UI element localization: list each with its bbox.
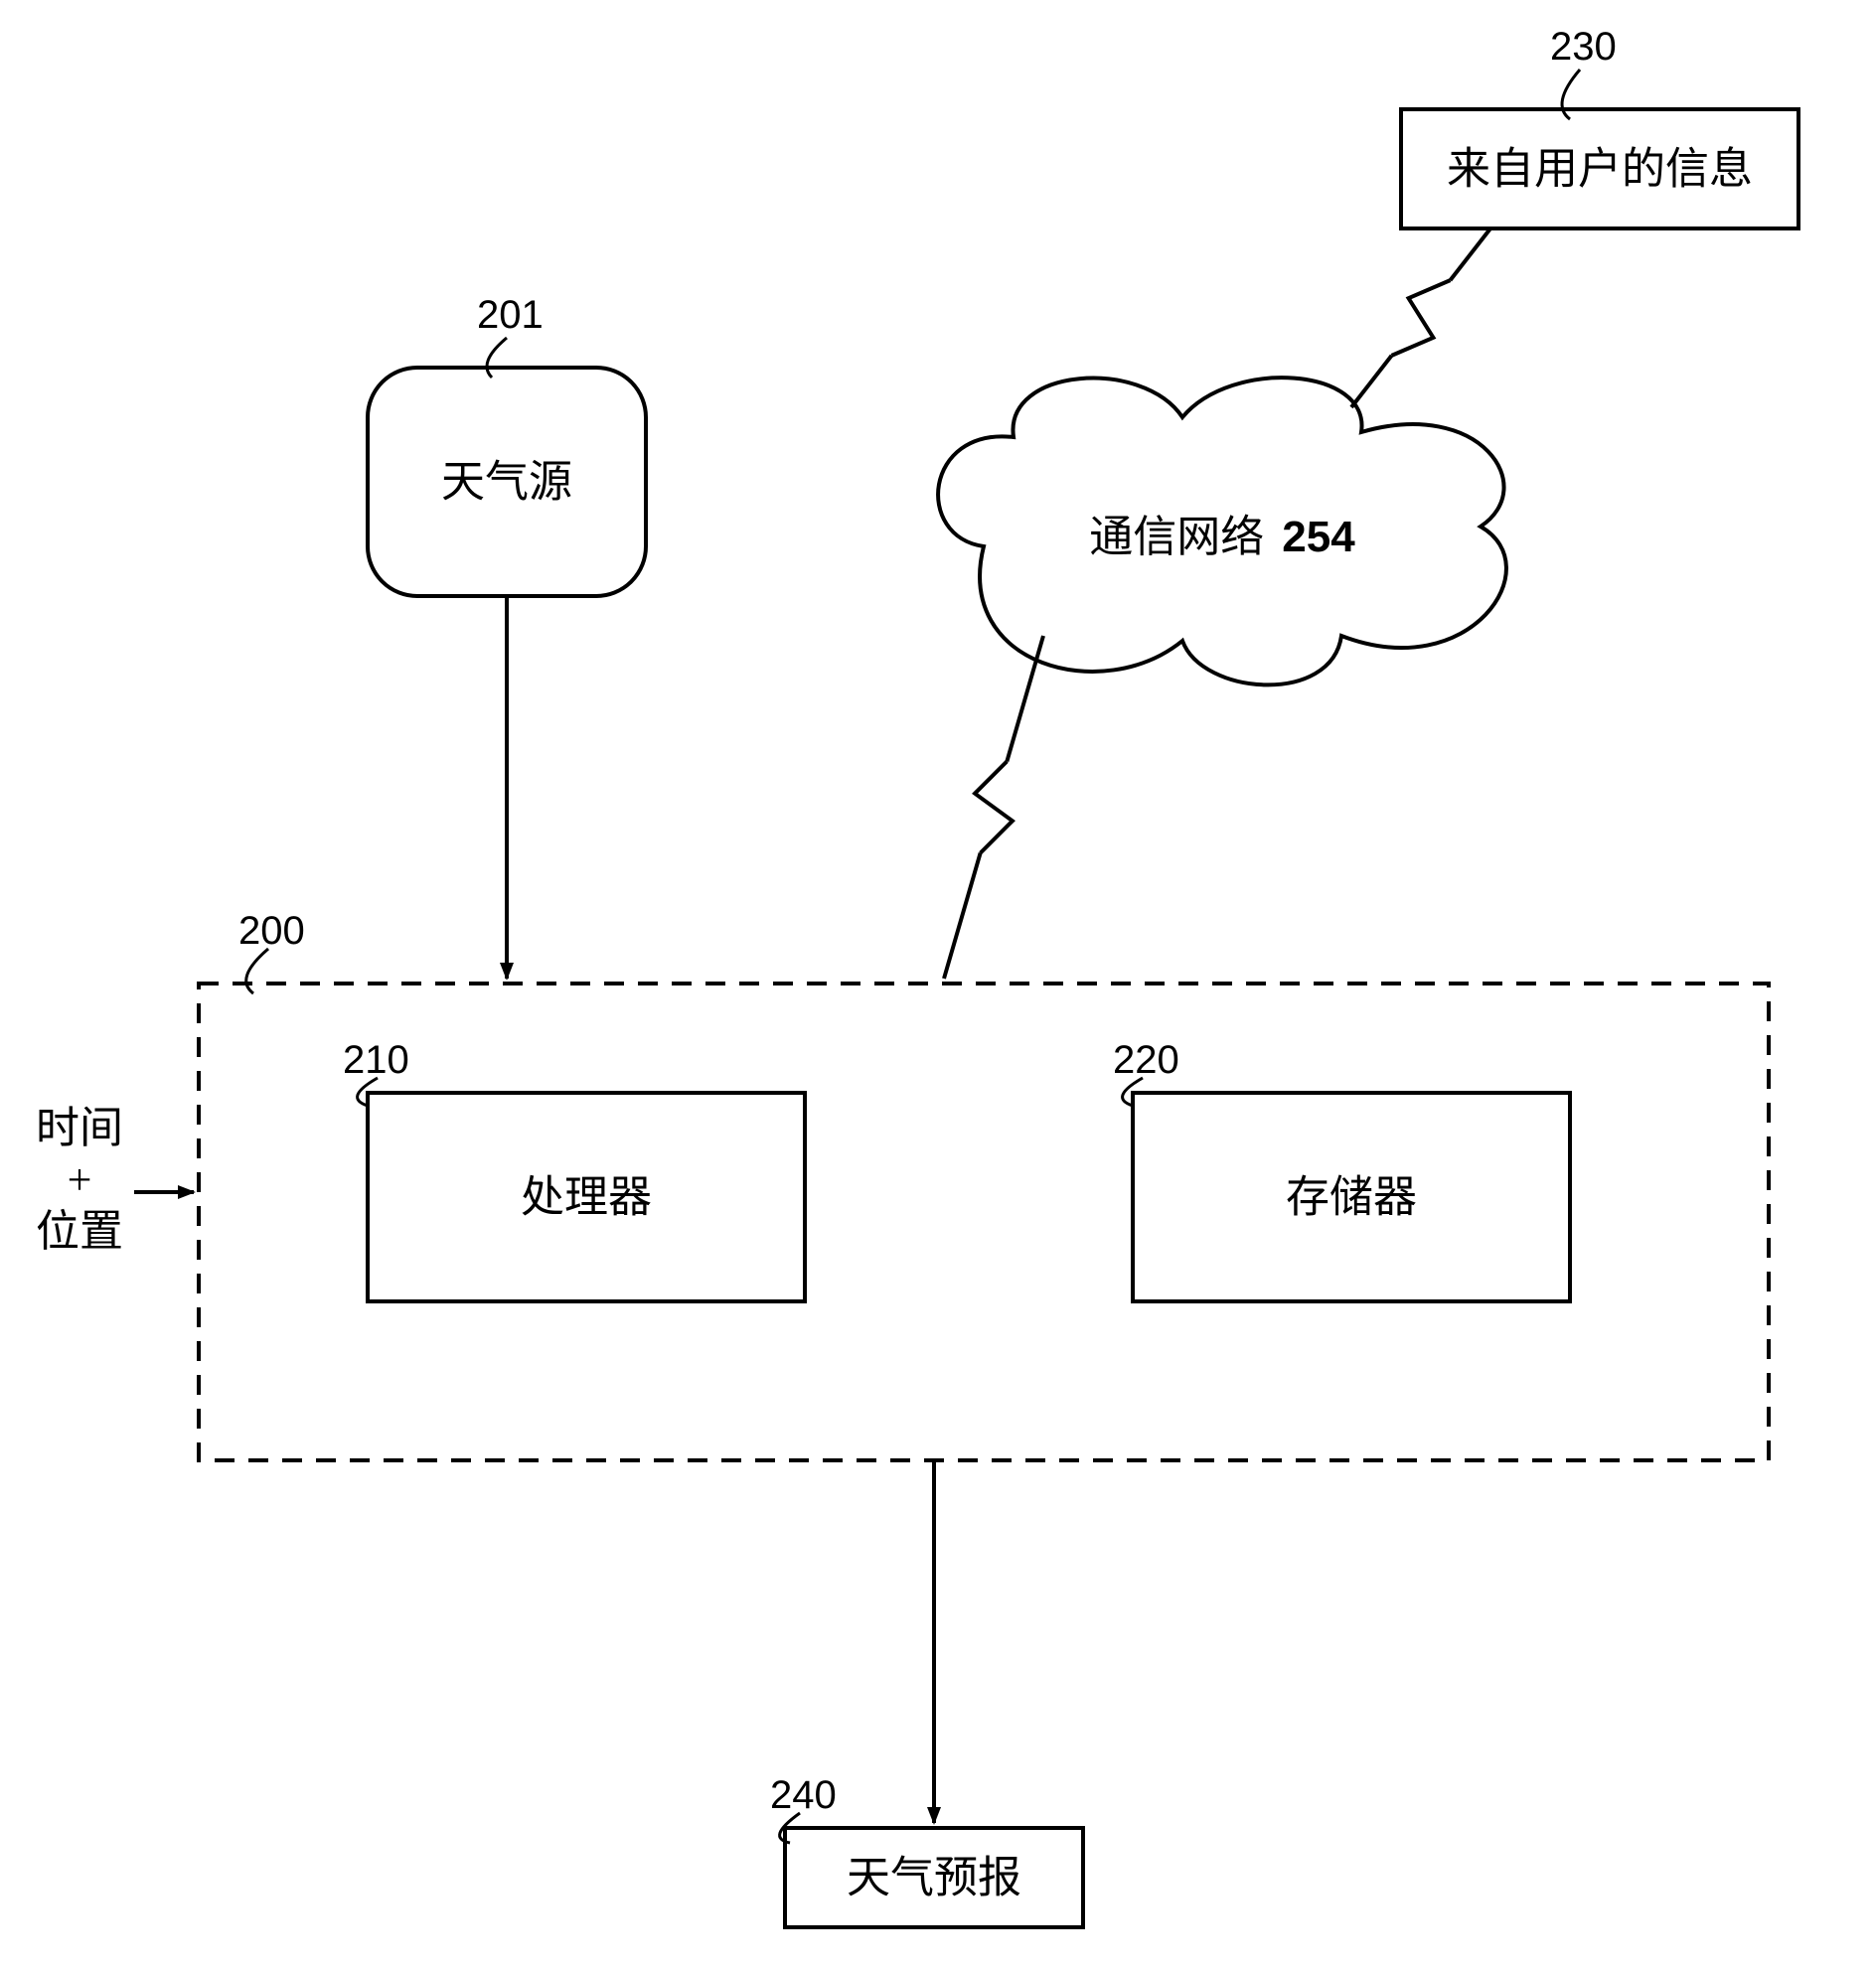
storage-label: 存储器 xyxy=(1286,1173,1417,1222)
weather-source-label: 天气源 xyxy=(441,458,572,507)
processor-label: 处理器 xyxy=(521,1173,652,1222)
ref-label-210: 210 xyxy=(343,1038,409,1082)
user-info-label: 来自用户的信息 xyxy=(1447,145,1753,194)
ref-label-230: 230 xyxy=(1550,25,1617,69)
network-label: 通信网络 xyxy=(1089,513,1264,561)
ref-label-240: 240 xyxy=(770,1773,837,1817)
network-ref: 254 xyxy=(1282,513,1355,561)
ref-label-201: 201 xyxy=(477,293,544,337)
ref-label-220: 220 xyxy=(1113,1038,1179,1082)
network-label-group: 通信网络 254 xyxy=(1089,513,1355,561)
ref-label-200: 200 xyxy=(238,909,305,953)
forecast-label: 天气预报 xyxy=(847,1854,1021,1902)
